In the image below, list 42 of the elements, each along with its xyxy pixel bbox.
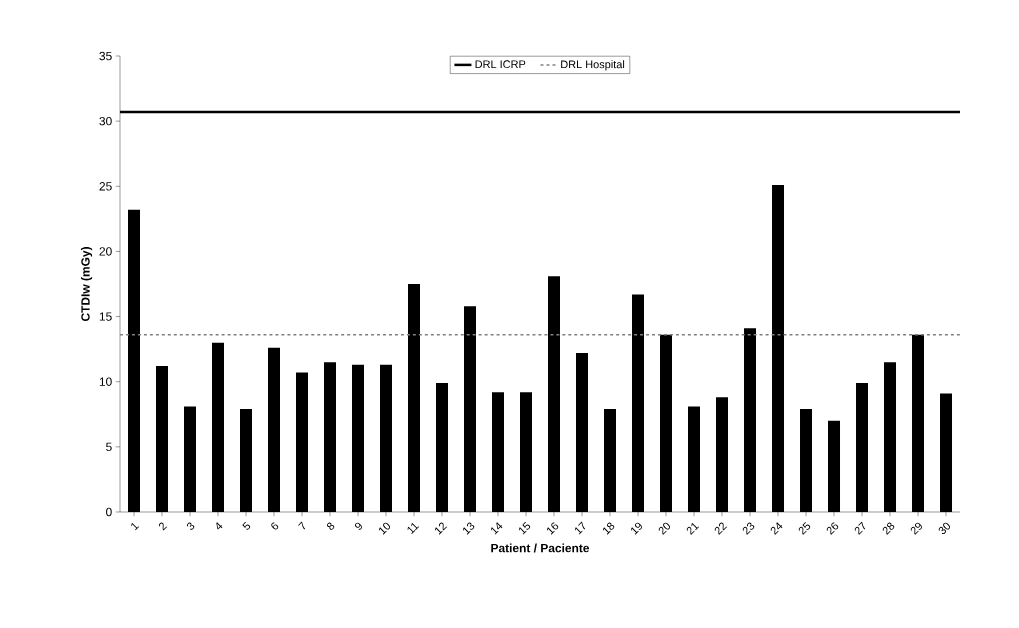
x-tick-label: 27 [854, 521, 866, 535]
x-tick-label: 3 [186, 522, 195, 530]
x-axis-title: Patient / Paciente [491, 543, 590, 553]
x-tick-label: 24 [770, 522, 783, 535]
y-tick-label: 15 [99, 312, 112, 321]
legend-label: DRL ICRP [475, 60, 526, 69]
y-tick-label: 0 [106, 507, 112, 517]
x-tick-label: 28 [882, 522, 895, 535]
x-tick-label: 17 [574, 521, 586, 535]
x-tick-label: 15 [518, 521, 531, 535]
x-tick-label: 23 [742, 522, 755, 535]
y-tick-label: 25 [99, 182, 112, 191]
x-tick-label: 22 [714, 522, 728, 535]
y-tick-label: 20 [99, 247, 112, 256]
x-tick-label: 20 [658, 522, 671, 535]
x-tick-label: 13 [463, 522, 475, 535]
x-tick-label: 19 [631, 522, 642, 535]
x-tick-label: 2 [159, 522, 168, 531]
y-tick-label: 10 [99, 377, 112, 386]
x-tick-label: 18 [603, 522, 615, 535]
x-tick-label: 5 [242, 521, 251, 530]
x-tick-label: 10 [379, 522, 391, 535]
y-tick-label: 30 [99, 116, 112, 126]
x-tick-label: 26 [826, 522, 839, 535]
x-tick-label: 14 [490, 522, 503, 535]
y-tick-label: 5 [106, 442, 112, 452]
x-tick-label: 30 [938, 522, 951, 535]
x-tick-label: 11 [407, 522, 419, 535]
x-tick-label: 8 [326, 522, 335, 530]
x-tick-label: 7 [298, 521, 306, 530]
legend-label: DRL Hospital [561, 60, 625, 71]
y-axis-title: CTDIw (mGy) [80, 247, 93, 322]
x-tick-label: 16 [547, 522, 559, 535]
y-tick-label: 35 [99, 51, 112, 61]
x-tick-label: 6 [271, 522, 279, 530]
x-tick-label: 12 [435, 522, 448, 535]
x-tick-label: 21 [686, 523, 700, 535]
x-tick-label: 9 [355, 522, 362, 530]
x-tick-label: 1 [131, 522, 139, 531]
x-tick-label: 4 [216, 522, 223, 530]
x-tick-label: 25 [798, 521, 811, 535]
x-tick-label: 29 [910, 522, 922, 535]
